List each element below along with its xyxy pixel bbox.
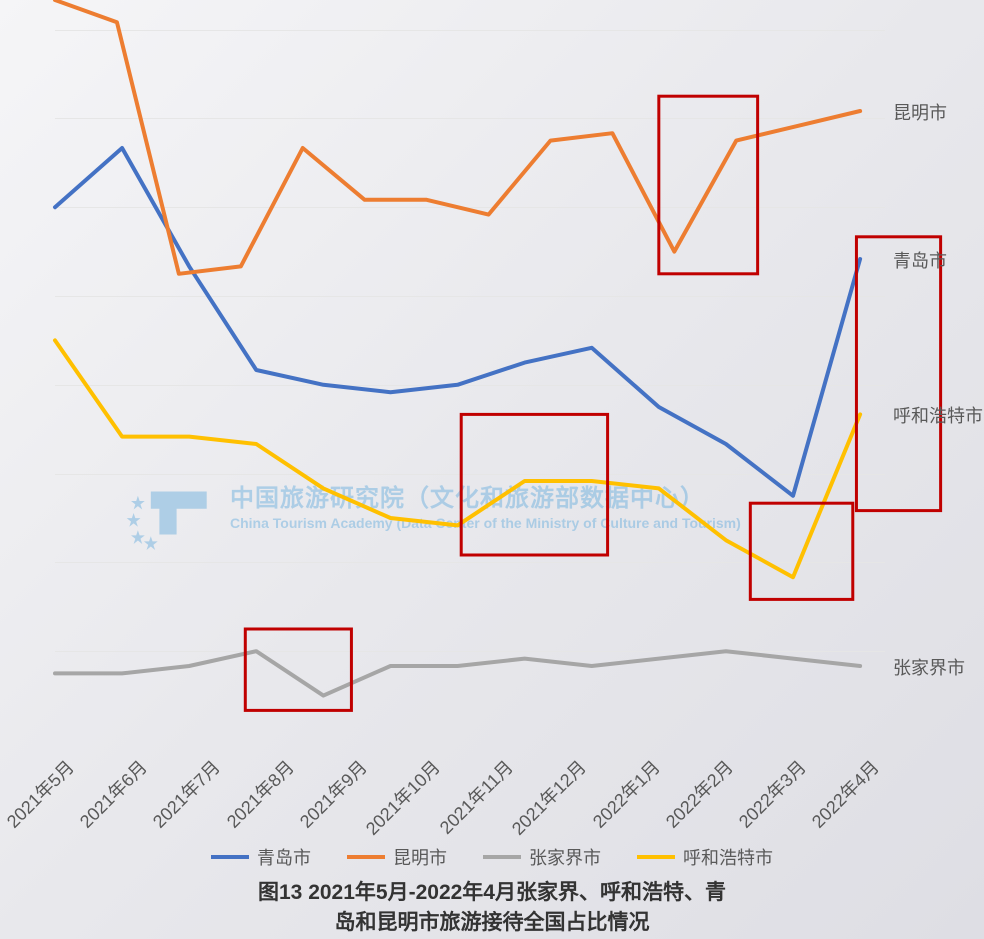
highlight-box — [856, 237, 940, 511]
series-line-呼和浩特市 — [55, 340, 860, 577]
series-line-昆明市 — [55, 0, 860, 274]
legend-swatch — [483, 855, 521, 859]
legend-item-张家界市: 张家界市 — [483, 844, 601, 870]
legend-swatch — [637, 855, 675, 859]
legend-label: 青岛市 — [257, 844, 311, 870]
series-end-label-张家界市: 张家界市 — [893, 654, 965, 680]
series-line-张家界市 — [55, 651, 860, 695]
legend-label: 昆明市 — [393, 844, 447, 870]
legend-item-昆明市: 昆明市 — [347, 844, 447, 870]
series-end-label-青岛市: 青岛市 — [893, 247, 947, 273]
legend-label: 张家界市 — [529, 844, 601, 870]
legend: 青岛市 昆明市 张家界市 呼和浩特市 — [0, 844, 984, 870]
caption-line2: 岛和昆明市旅游接待全国占比情况 — [335, 911, 650, 934]
legend-item-青岛市: 青岛市 — [211, 844, 311, 870]
series-line-青岛市 — [55, 148, 860, 496]
legend-swatch — [211, 855, 249, 859]
caption-line1: 图13 2021年5月-2022年4月张家界、呼和浩特、青 — [258, 881, 726, 904]
series-end-label-呼和浩特市: 呼和浩特市 — [893, 402, 983, 428]
legend-label: 呼和浩特市 — [683, 844, 773, 870]
chart-caption: 图13 2021年5月-2022年4月张家界、呼和浩特、青 岛和昆明市旅游接待全… — [0, 878, 984, 939]
series-end-label-昆明市: 昆明市 — [893, 99, 947, 125]
legend-swatch — [347, 855, 385, 859]
highlight-box — [245, 629, 351, 710]
chart-container: 中国旅游研究院（文化和旅游部数据中心） China Tourism Academ… — [0, 0, 984, 939]
highlight-box — [461, 414, 607, 555]
legend-item-呼和浩特市: 呼和浩特市 — [637, 844, 773, 870]
